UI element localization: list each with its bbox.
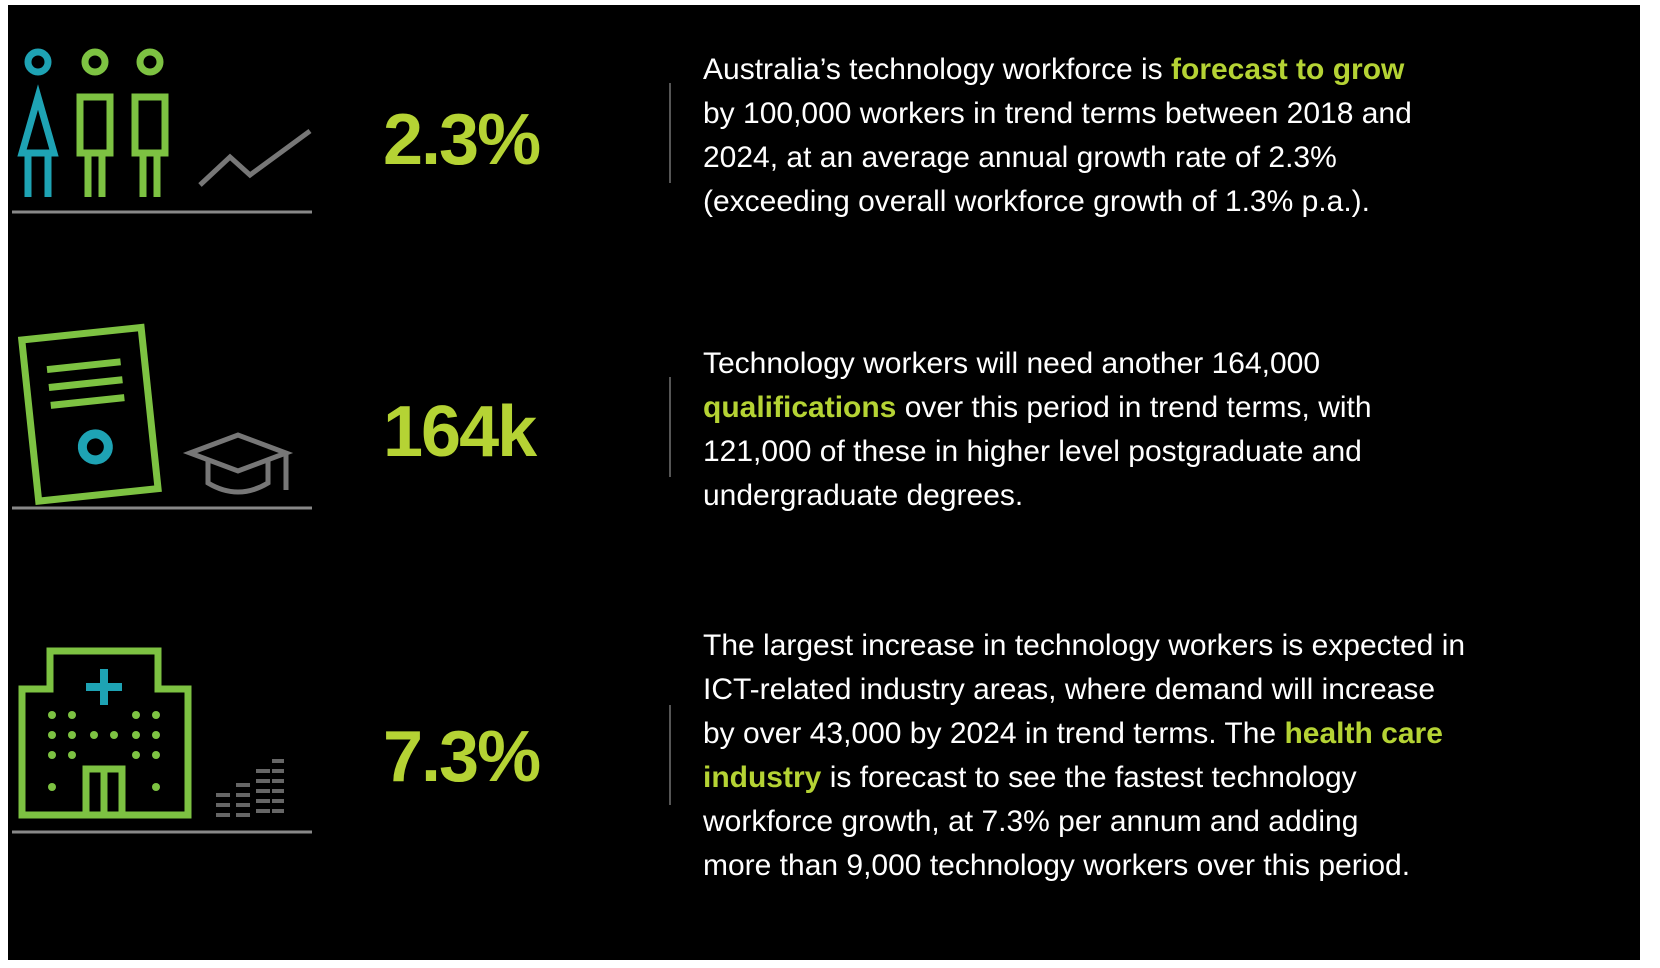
divider bbox=[669, 83, 671, 183]
text: The largest increase in technology worke… bbox=[703, 629, 1466, 662]
icons bbox=[12, 48, 312, 834]
text-line: undergraduate degrees. bbox=[703, 474, 1372, 518]
text-line: The largest increase in technology worke… bbox=[703, 624, 1465, 668]
highlight-text: industry bbox=[703, 761, 822, 794]
text: more than 9,000 technology workers over … bbox=[703, 849, 1411, 882]
qualification-icon bbox=[12, 323, 312, 510]
description: The largest increase in technology worke… bbox=[703, 624, 1465, 888]
text: (exceeding overall workforce growth of 1… bbox=[703, 185, 1370, 218]
text-line: qualifications over this period in trend… bbox=[703, 386, 1372, 430]
text-line: (exceeding overall workforce growth of 1… bbox=[703, 180, 1412, 224]
text: by over 43,000 by 2024 in trend terms. T… bbox=[703, 717, 1285, 750]
text-line: by over 43,000 by 2024 in trend terms. T… bbox=[703, 712, 1465, 756]
text: is forecast to see the fastest technolog… bbox=[821, 761, 1357, 794]
text-line: more than 9,000 technology workers over … bbox=[703, 844, 1465, 888]
text-line: by 100,000 workers in trend terms betwee… bbox=[703, 92, 1412, 136]
highlight-text: forecast to grow bbox=[1171, 53, 1405, 86]
description: Technology workers will need another 164… bbox=[703, 342, 1372, 518]
text: by 100,000 workers in trend terms betwee… bbox=[703, 97, 1412, 130]
text: Technology workers will need another 164… bbox=[703, 347, 1321, 380]
text-line: industry is forecast to see the fastest … bbox=[703, 756, 1465, 800]
text: 121,000 of these in higher level postgra… bbox=[703, 435, 1362, 468]
text-line: 2024, at an average annual growth rate o… bbox=[703, 136, 1412, 180]
text-line: workforce growth, at 7.3% per annum and … bbox=[703, 800, 1465, 844]
text: 2024, at an average annual growth rate o… bbox=[703, 141, 1337, 174]
text-line: Technology workers will need another 164… bbox=[703, 342, 1372, 386]
hospital-icon bbox=[12, 647, 312, 834]
description: Australia’s technology workforce is fore… bbox=[703, 48, 1412, 224]
text: over this period in trend terms, with bbox=[896, 391, 1372, 424]
text: Australia’s technology workforce is bbox=[703, 53, 1171, 86]
text: undergraduate degrees. bbox=[703, 479, 1024, 512]
stat-value: 2.3% bbox=[383, 100, 541, 180]
people-icon bbox=[12, 48, 312, 214]
panel: 2.3% Australia’s technology workforce is … bbox=[8, 5, 1640, 960]
text: ICT-related industry areas, where demand… bbox=[703, 673, 1435, 706]
stat-value: 7.3% bbox=[383, 717, 541, 797]
highlight-text: health care bbox=[1284, 717, 1443, 750]
text: workforce growth, at 7.3% per annum and … bbox=[703, 805, 1359, 838]
stat-value: 164k bbox=[383, 392, 537, 472]
divider bbox=[669, 377, 671, 477]
text-line: 121,000 of these in higher level postgra… bbox=[703, 430, 1372, 474]
text-line: ICT-related industry areas, where demand… bbox=[703, 668, 1465, 712]
divider bbox=[669, 705, 671, 805]
highlight-text: qualifications bbox=[703, 391, 897, 424]
text-line: Australia’s technology workforce is fore… bbox=[703, 48, 1412, 92]
